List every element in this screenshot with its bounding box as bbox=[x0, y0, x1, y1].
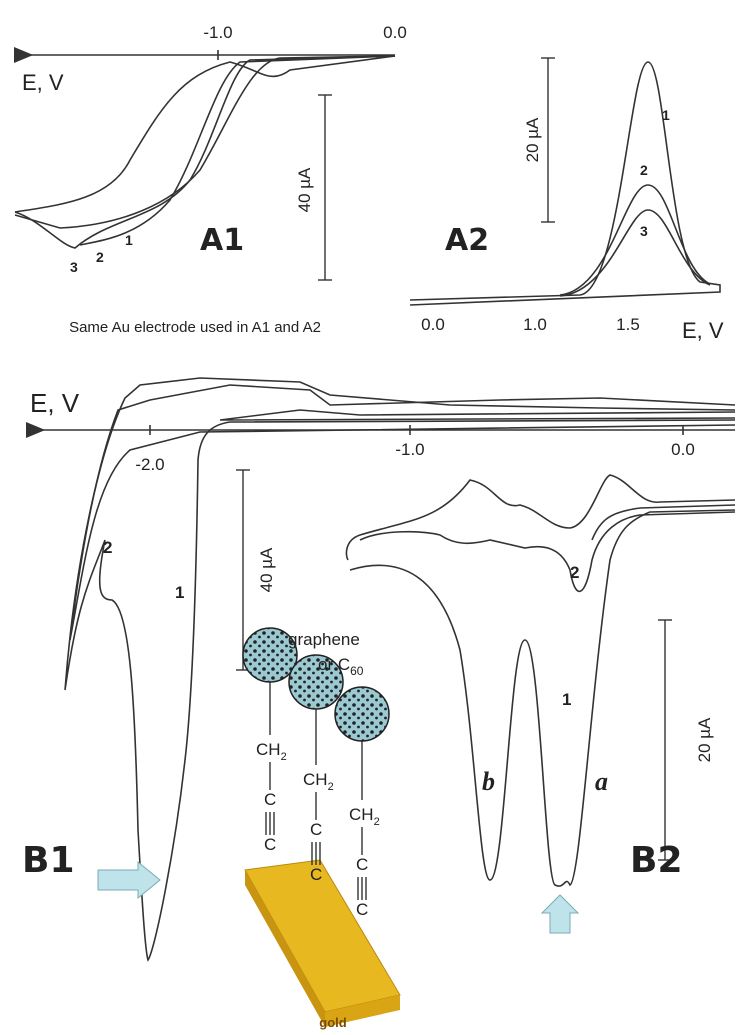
curve bbox=[219, 409, 736, 421]
tick-label: 1.5 bbox=[616, 315, 640, 334]
arrow bbox=[540, 894, 580, 934]
curve bbox=[14, 55, 396, 229]
axis-label: E, V bbox=[22, 70, 64, 95]
curve bbox=[409, 61, 721, 306]
panel-b1: -2.0 -1.0 0.0 E, V 40 µA 1 2 B1 bbox=[22, 377, 736, 962]
curve bbox=[559, 209, 711, 297]
scale-label: 20 µA bbox=[695, 717, 714, 762]
curve bbox=[345, 474, 736, 561]
peak-label: b bbox=[482, 767, 495, 796]
scale-label: 40 µA bbox=[257, 547, 276, 592]
panel-a2: 20 µA 1 2 3 A2 0.0 1.0 1.5 E, V bbox=[409, 57, 724, 343]
molecule: gold CH2 C C CH2 C C CH2 C C graphene bbox=[242, 627, 401, 1030]
scale-label: 40 µA bbox=[295, 167, 314, 212]
curve-label: 3 bbox=[640, 223, 648, 239]
axis-label: E, V bbox=[682, 318, 724, 343]
panel-label: A2 bbox=[445, 223, 489, 258]
curve bbox=[359, 511, 736, 593]
gold-substrate bbox=[244, 859, 401, 1013]
text: CH bbox=[256, 740, 281, 759]
curve bbox=[79, 55, 396, 246]
shape bbox=[265, 812, 275, 835]
substrate-label: gold bbox=[319, 1015, 346, 1030]
gold-side bbox=[245, 870, 325, 1027]
curve-label: 2 bbox=[103, 538, 112, 557]
tick-label: 1.0 bbox=[523, 315, 547, 334]
curve bbox=[14, 55, 396, 249]
curve-label: 1 bbox=[125, 232, 133, 248]
atom: C bbox=[310, 865, 322, 884]
molecule-label: graphene bbox=[288, 630, 360, 649]
atom: C bbox=[356, 900, 368, 919]
axis-label: E, V bbox=[30, 388, 80, 418]
curve bbox=[559, 184, 711, 296]
panel-a1: -1.0 0.0 E, V 40 µA 1 2 3 A1 bbox=[13, 23, 407, 281]
text: 60 bbox=[350, 664, 364, 678]
curve-label: 1 bbox=[662, 107, 670, 123]
curve bbox=[14, 55, 396, 213]
tick-label: -2.0 bbox=[135, 455, 164, 474]
group: CH2 bbox=[303, 770, 334, 793]
curve-label: 2 bbox=[96, 249, 104, 265]
panel-label: B2 bbox=[630, 840, 683, 881]
atom: C bbox=[264, 835, 276, 854]
peak-label: a bbox=[595, 767, 608, 796]
molecule-label: or C60 bbox=[318, 655, 364, 678]
caption: Same Au electrode used in A1 and A2 bbox=[69, 319, 321, 336]
group: CH2 bbox=[349, 805, 380, 828]
chain: CH2 C C CH2 C C CH2 C C bbox=[256, 680, 380, 919]
sphere-dots bbox=[335, 687, 389, 741]
curve-label: 2 bbox=[640, 162, 648, 178]
text: or C bbox=[318, 655, 350, 674]
curve bbox=[349, 509, 736, 887]
group: CH2 bbox=[256, 740, 287, 763]
scale-label: 20 µA bbox=[523, 117, 542, 162]
shape bbox=[311, 842, 321, 865]
tick-label: -1.0 bbox=[203, 23, 232, 42]
atom: C bbox=[264, 790, 276, 809]
curve-label: 1 bbox=[175, 583, 184, 602]
sphere-dots bbox=[243, 628, 297, 682]
arrow bbox=[97, 860, 161, 900]
atom: C bbox=[356, 855, 368, 874]
text: 2 bbox=[328, 781, 334, 793]
tick-label: 0.0 bbox=[383, 23, 407, 42]
panel-label: B1 bbox=[22, 840, 75, 881]
text: CH bbox=[349, 805, 374, 824]
text: CH bbox=[303, 770, 328, 789]
curve-label: 1 bbox=[562, 690, 571, 709]
curve-label: 2 bbox=[570, 563, 579, 582]
sphere-dots bbox=[289, 655, 343, 709]
tick-label: 0.0 bbox=[671, 440, 695, 459]
gold-side bbox=[325, 995, 400, 1027]
tick-label: -1.0 bbox=[395, 440, 424, 459]
curve bbox=[69, 384, 736, 641]
tick-label: 0.0 bbox=[421, 315, 445, 334]
atom: C bbox=[310, 820, 322, 839]
curve bbox=[591, 504, 736, 541]
curve-label: 3 bbox=[70, 259, 78, 275]
text: 2 bbox=[281, 751, 287, 763]
text: 2 bbox=[374, 816, 380, 828]
panel-label: A1 bbox=[200, 223, 244, 258]
panel-b2: b a 1 2 20 µA B2 bbox=[345, 474, 736, 934]
shape bbox=[357, 877, 367, 900]
